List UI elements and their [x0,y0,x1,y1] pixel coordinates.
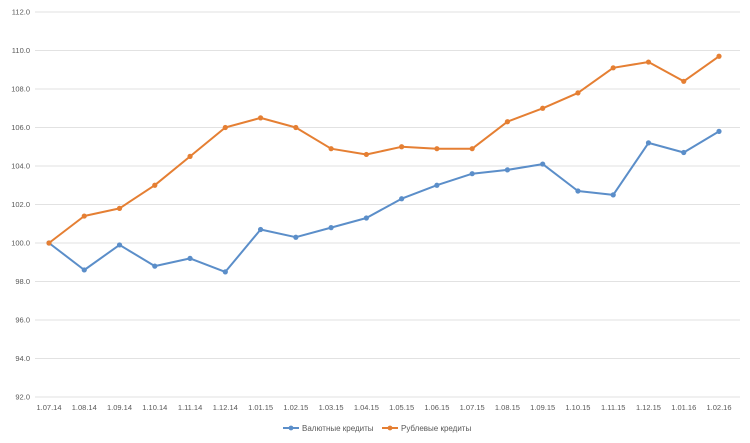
data-point [575,90,581,96]
data-point [434,182,440,188]
legend-label: Валютные кредиты [302,424,374,433]
legend-item: Валютные кредиты [283,424,374,433]
data-point [293,124,299,131]
data-point [540,105,546,111]
y-tick-label: 106.0 [11,123,30,132]
x-tick-label: 1.02.16 [706,403,731,412]
y-tick-label: 112.0 [12,8,30,17]
data-point [504,167,511,173]
x-tick-label: 1.07.15 [460,403,485,412]
data-point [222,124,228,131]
data-point [469,146,475,152]
data-point [716,128,722,134]
x-tick-label: 1.07.14 [36,403,61,412]
data-point [681,78,687,84]
series-lines [46,53,722,275]
data-point [716,53,722,59]
data-point [363,215,369,221]
data-point [645,140,652,146]
legend-swatch-marker [288,425,294,431]
y-tick-label: 104.0 [11,162,30,171]
data-point [469,171,475,177]
data-point [363,151,369,158]
legend: Валютные кредиты Рублевые кредиты [283,424,471,433]
data-point [328,146,334,152]
data-point [46,240,52,246]
y-tick-label: 102.0 [11,200,30,209]
x-tick-label: 1.09.15 [530,403,555,412]
x-tick-label: 1.09.14 [107,403,132,412]
y-tick-label: 100.0 [11,239,30,248]
x-tick-label: 1.02.15 [283,403,308,412]
y-tick-label: 110.0 [12,46,30,55]
data-point [610,65,616,71]
data-point [328,225,334,231]
x-tick-label: 1.11.15 [601,403,625,412]
data-point [645,59,652,65]
legend-item: Рублевые кредиты [382,424,471,433]
data-point [81,267,87,273]
y-axis-ticks: 92.0 94.0 96.0 98.0 100.0 102.0 104.0 106.0 108.… [11,8,30,402]
x-tick-label: 1.03.15 [319,403,344,412]
x-tick-label: 1.08.15 [495,403,520,412]
x-tick-label: 1.01.16 [671,403,696,412]
data-point [293,234,299,240]
y-tick-label: 98.0 [15,277,30,286]
data-point [152,263,158,269]
data-point [540,161,546,167]
data-point [504,119,511,125]
x-axis-ticks: 1.07.14 1.08.14 1.09.14 1.10.14 1.11.14 1.12.… [36,403,731,412]
data-point [152,182,158,188]
data-point [257,115,264,121]
x-tick-label: 1.10.14 [142,403,167,412]
x-tick-label: 1.11.14 [178,403,202,412]
data-point [399,144,405,150]
data-point [81,213,87,219]
data-point [116,205,123,211]
data-point [187,255,193,261]
x-tick-label: 1.12.14 [213,403,238,412]
y-tick-label: 96.0 [15,316,30,325]
legend-swatch-marker [387,425,393,431]
data-point [222,269,228,275]
data-point [116,242,123,248]
gridlines [35,11,740,398]
series-line [48,130,720,273]
x-tick-label: 1.01.15 [248,403,273,412]
x-tick-label: 1.05.15 [389,403,414,412]
x-tick-label: 1.04.15 [354,403,379,412]
y-tick-label: 94.0 [15,354,30,363]
y-tick-label: 92.0 [15,393,30,402]
data-point [187,153,193,159]
x-tick-label: 1.12.15 [636,403,661,412]
series-ruble-loans [46,53,722,246]
y-tick-label: 108.0 [11,85,30,94]
x-tick-label: 1.08.14 [72,403,97,412]
data-point [681,149,687,156]
legend-label: Рублевые кредиты [401,424,471,433]
data-point [399,196,405,202]
x-tick-label: 1.06.15 [424,403,449,412]
x-tick-label: 1.10.15 [565,403,590,412]
data-point [257,226,264,233]
data-point [434,146,440,152]
series-line [48,55,720,244]
data-point [610,192,616,198]
data-point [575,188,581,194]
